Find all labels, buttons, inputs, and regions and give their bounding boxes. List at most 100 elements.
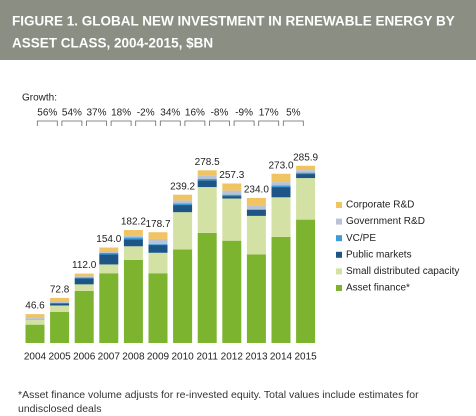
x-tick-label: 2004: [24, 352, 47, 363]
bar-segment: [99, 247, 119, 251]
chart-title: ASSET CLASS, 2004-2015, $BN: [12, 36, 213, 51]
legend-swatch: [336, 251, 342, 258]
bar-segment: [148, 273, 168, 343]
growth-bracket: [184, 120, 206, 126]
growth-label: 34%: [160, 108, 180, 119]
bar-segment: [74, 276, 94, 278]
bar-segment: [99, 250, 119, 253]
bar-segment: [197, 170, 217, 176]
bar-segment: [296, 165, 316, 171]
growth-label: -8%: [211, 108, 229, 119]
bar-segment: [197, 175, 217, 179]
bar-segment: [50, 302, 70, 304]
bar-segment: [173, 200, 193, 204]
x-tick-label: 2011: [196, 352, 218, 363]
bar-segment: [173, 194, 193, 201]
bar-segment: [25, 314, 45, 318]
bar-segment: [222, 194, 242, 197]
bar-segment: [148, 238, 168, 245]
bar-segment: [50, 297, 70, 302]
chart-title: FIGURE 1. GLOBAL NEW INVESTMENT IN RENEW…: [12, 14, 455, 29]
bar-segment: [222, 190, 242, 195]
x-tick-label: 2005: [48, 352, 71, 363]
bar-segment: [271, 182, 291, 186]
legend-label: Corporate R&D: [346, 200, 414, 211]
growth-label: 54%: [62, 108, 82, 119]
bar-segment: [173, 205, 193, 213]
bar-segment: [246, 197, 266, 206]
bar-segment: [123, 230, 143, 236]
growth-bracket: [159, 120, 181, 126]
bar-segment: [148, 244, 168, 246]
x-tick-label: 2009: [147, 352, 170, 363]
bar-segment: [197, 187, 217, 233]
bar-segment: [246, 209, 266, 216]
bar-segment: [271, 173, 291, 183]
bar-segment: [74, 284, 94, 291]
growth-bracket: [86, 120, 107, 126]
legend-swatch: [336, 235, 342, 242]
bar-segment: [99, 252, 119, 255]
bar-segment: [74, 278, 94, 285]
bar-segment: [271, 187, 291, 198]
bar-segment: [296, 178, 316, 220]
bar-segment: [173, 249, 193, 343]
legend-swatch: [336, 285, 342, 291]
bar-segment: [50, 301, 70, 303]
bar-segment: [148, 252, 168, 274]
bar-segment: [296, 174, 316, 179]
header-band: [0, 0, 476, 60]
growth-title: Growth:: [22, 93, 57, 104]
bar-segment: [222, 183, 242, 191]
growth-label: 17%: [259, 108, 279, 119]
legend-label: Small distributed capacity: [346, 266, 459, 277]
bar-segment: [25, 324, 45, 343]
growth-bracket: [110, 120, 132, 126]
growth-bracket: [258, 120, 280, 126]
bar-segment: [246, 254, 266, 343]
bar-segment: [246, 205, 266, 210]
growth-bracket: [61, 120, 83, 126]
bar-segment: [197, 232, 217, 343]
x-tick-label: 2010: [171, 352, 194, 363]
bar-segment: [123, 259, 143, 343]
bar-segment: [99, 254, 119, 265]
bar-segment: [197, 178, 217, 181]
total-label: 273.0: [268, 160, 293, 171]
total-label: 234.0: [244, 185, 269, 196]
bar-segment: [123, 246, 143, 260]
growth-label: -2%: [137, 108, 155, 119]
bar-segment: [222, 196, 242, 199]
bar-segment: [296, 219, 316, 343]
total-label: 239.2: [170, 181, 195, 192]
bar-segment: [50, 305, 70, 312]
legend-swatch: [336, 202, 342, 208]
bar-segment: [197, 180, 217, 188]
growth-bracket: [36, 120, 58, 126]
bar-segment: [50, 312, 70, 343]
legend-label: Government R&D: [346, 216, 425, 227]
bar-segment: [296, 172, 316, 175]
bar-segment: [74, 277, 94, 279]
bar-segment: [222, 240, 242, 343]
bar-segment: [271, 236, 291, 343]
bar-segment: [123, 239, 143, 247]
footnote: *Asset finance volume adjusts for re-inv…: [18, 389, 419, 401]
x-tick-label: 2015: [294, 352, 317, 363]
growth-label: 16%: [185, 108, 205, 119]
total-label: 46.6: [25, 301, 45, 312]
total-label: 112.0: [72, 260, 97, 271]
bar-segment: [246, 215, 266, 255]
total-label: 182.2: [121, 217, 146, 228]
bar-segment: [271, 185, 291, 188]
bar-segment: [99, 264, 119, 274]
bar-segment: [123, 237, 143, 240]
bar-segment: [50, 303, 70, 306]
growth-bracket: [233, 120, 255, 126]
bar-segment: [173, 203, 193, 206]
bar-segment: [25, 317, 45, 319]
legend-label: Public markets: [346, 249, 412, 260]
bar-segment: [148, 232, 168, 239]
total-label: 178.7: [145, 219, 170, 230]
